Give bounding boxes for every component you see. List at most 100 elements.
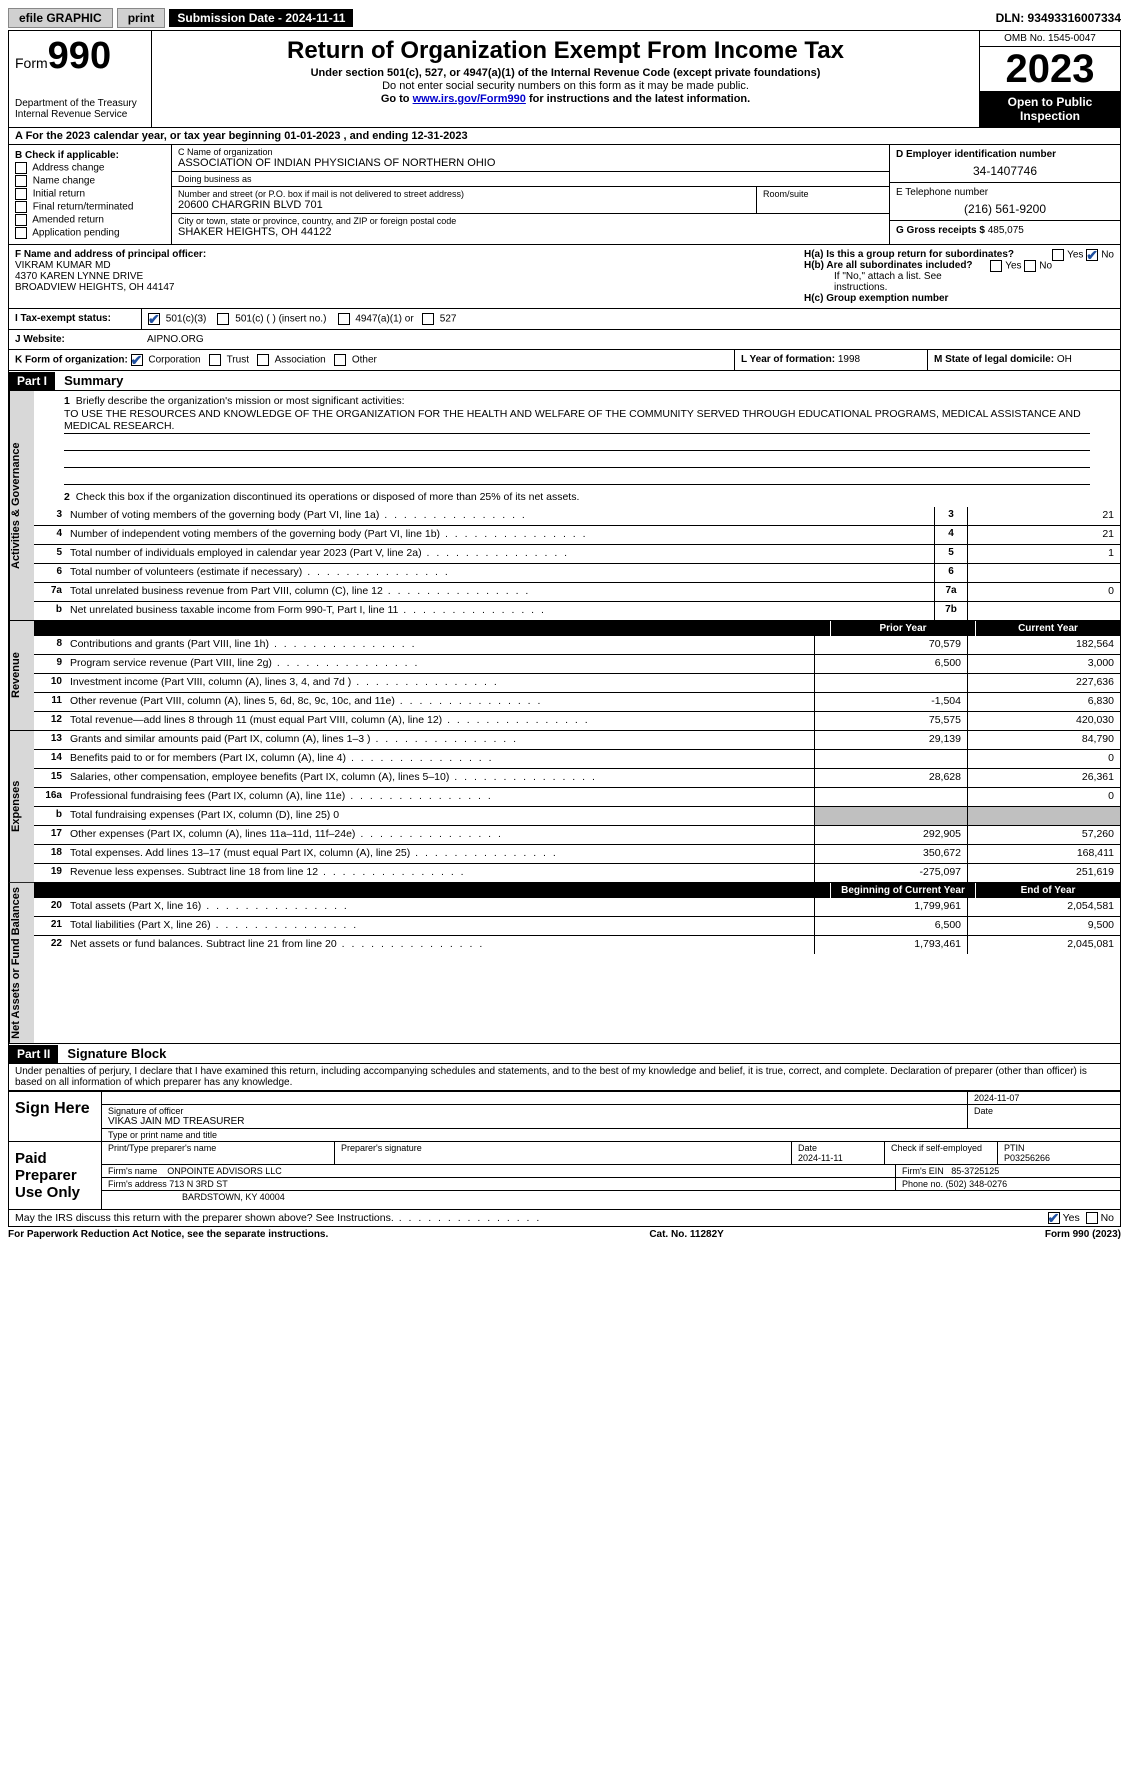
4947-checkbox[interactable]: [338, 313, 350, 325]
summary-line: 4Number of independent voting members of…: [34, 525, 1120, 544]
discuss-yes-checkbox[interactable]: [1048, 1212, 1060, 1224]
firm-name: ONPOINTE ADVISORS LLC: [167, 1166, 282, 1176]
ein: 34-1407746: [896, 160, 1114, 178]
hb-no-checkbox[interactable]: [1024, 260, 1036, 272]
declaration: Under penalties of perjury, I declare th…: [9, 1064, 1120, 1091]
summary-line: 13Grants and similar amounts paid (Part …: [34, 731, 1120, 749]
colb-checkbox[interactable]: [15, 201, 27, 213]
row-ij: I Tax-exempt status: 501(c)(3) 501(c) ( …: [9, 309, 1120, 330]
print-button[interactable]: print: [117, 8, 166, 28]
dept-treasury: Department of the Treasury: [15, 98, 145, 109]
summary-line: 9Program service revenue (Part VIII, lin…: [34, 654, 1120, 673]
summary-line: 21Total liabilities (Part X, line 26)6,5…: [34, 916, 1120, 935]
summary-line: 8Contributions and grants (Part VIII, li…: [34, 636, 1120, 654]
subtitle-2: Do not enter social security numbers on …: [158, 80, 973, 92]
summary-netassets: Net Assets or Fund Balances Beginning of…: [9, 883, 1120, 1044]
preparer-date: 2024-11-11: [798, 1153, 843, 1163]
col-de: D Employer identification number 34-1407…: [889, 145, 1120, 244]
firm-phone: (502) 348-0276: [946, 1179, 1008, 1189]
form-title: Return of Organization Exempt From Incom…: [158, 37, 973, 65]
open-inspection: Open to Public Inspection: [980, 91, 1120, 127]
summary-expenses: Expenses 13Grants and similar amounts pa…: [9, 731, 1120, 883]
501c3-checkbox[interactable]: [148, 313, 160, 325]
ha-no-checkbox[interactable]: [1086, 249, 1098, 261]
ha-yes-checkbox[interactable]: [1052, 249, 1064, 261]
row-a-period: A For the 2023 calendar year, or tax yea…: [9, 128, 1120, 145]
subtitle-3: Go to www.irs.gov/Form990 for instructio…: [158, 93, 973, 105]
summary-line: 14Benefits paid to or for members (Part …: [34, 749, 1120, 768]
summary-line: 5Total number of individuals employed in…: [34, 544, 1120, 563]
catalog-number: Cat. No. 11282Y: [649, 1229, 723, 1240]
summary-line: bNet unrelated business taxable income f…: [34, 601, 1120, 620]
tax-year: 2023: [980, 47, 1120, 91]
summary-revenue: Revenue Prior Year Current Year 8Contrib…: [9, 621, 1120, 731]
summary-line: 19Revenue less expenses. Subtract line 1…: [34, 863, 1120, 882]
summary-governance: Activities & Governance 1 Briefly descri…: [9, 391, 1120, 621]
org-name: ASSOCIATION OF INDIAN PHYSICIANS OF NORT…: [178, 157, 883, 169]
dln: DLN: 93493316007334: [996, 11, 1121, 25]
officer-addr1: 4370 KAREN LYNNE DRIVE: [15, 271, 792, 282]
corp-checkbox[interactable]: [131, 354, 143, 366]
col-b-checkboxes: B Check if applicable: Address change Na…: [9, 145, 172, 244]
summary-line: bTotal fundraising expenses (Part IX, co…: [34, 806, 1120, 825]
part1-header: Part I Summary: [9, 371, 1120, 391]
form-number: Form990: [15, 35, 145, 78]
summary-line: 22Net assets or fund balances. Subtract …: [34, 935, 1120, 954]
submission-date: Submission Date - 2024-11-11: [169, 9, 353, 27]
other-checkbox[interactable]: [334, 354, 346, 366]
officer-name: VIKRAM KUMAR MD: [15, 260, 792, 271]
form-header: Form990 Department of the Treasury Inter…: [9, 31, 1120, 128]
527-checkbox[interactable]: [422, 313, 434, 325]
row-fgh: F Name and address of principal officer:…: [9, 245, 1120, 309]
paid-preparer: Paid Preparer Use Only Print/Type prepar…: [9, 1141, 1120, 1209]
colb-checkbox[interactable]: [15, 227, 27, 239]
form-container: Form990 Department of the Treasury Inter…: [8, 30, 1121, 1227]
discuss-row: May the IRS discuss this return with the…: [9, 1209, 1120, 1226]
part2-header: Part II Signature Block: [9, 1044, 1120, 1064]
hb-yes-checkbox[interactable]: [990, 260, 1002, 272]
summary-line: 20Total assets (Part X, line 16)1,799,96…: [34, 898, 1120, 916]
discuss-no-checkbox[interactable]: [1086, 1212, 1098, 1224]
summary-line: 16aProfessional fundraising fees (Part I…: [34, 787, 1120, 806]
summary-line: 6Total number of volunteers (estimate if…: [34, 563, 1120, 582]
assoc-checkbox[interactable]: [257, 354, 269, 366]
subtitle-1: Under section 501(c), 527, or 4947(a)(1)…: [158, 67, 973, 79]
colb-checkbox[interactable]: [15, 188, 27, 200]
firm-addr2: BARDSTOWN, KY 40004: [102, 1191, 1120, 1203]
col-c-org: C Name of organization ASSOCIATION OF IN…: [172, 145, 889, 244]
tab-expenses: Expenses: [9, 731, 34, 882]
omb-number: OMB No. 1545-0047: [980, 31, 1120, 47]
ptin: P03256266: [1004, 1153, 1050, 1163]
tab-revenue: Revenue: [9, 621, 34, 730]
officer-addr2: BROADVIEW HEIGHTS, OH 44147: [15, 282, 792, 293]
tab-governance: Activities & Governance: [9, 391, 34, 620]
row-k: K Form of organization: Corporation Trus…: [9, 350, 1120, 371]
irs-link[interactable]: www.irs.gov/Form990: [413, 93, 526, 105]
row-j: J Website: AIPNO.ORG: [9, 330, 1120, 350]
gross-receipts: 485,075: [988, 225, 1024, 236]
sign-date: 2024-11-07: [968, 1092, 1120, 1104]
colb-checkbox[interactable]: [15, 214, 27, 226]
topbar: efile GRAPHIC print Submission Date - 20…: [8, 8, 1121, 28]
summary-line: 7aTotal unrelated business revenue from …: [34, 582, 1120, 601]
trust-checkbox[interactable]: [209, 354, 221, 366]
501c-checkbox[interactable]: [217, 313, 229, 325]
telephone: (216) 561-9200: [896, 198, 1114, 216]
firm-ein: 85-3725125: [951, 1166, 999, 1176]
summary-line: 11Other revenue (Part VIII, column (A), …: [34, 692, 1120, 711]
website: AIPNO.ORG: [141, 330, 1120, 349]
section-bcd: B Check if applicable: Address change Na…: [9, 145, 1120, 245]
mission-text: TO USE THE RESOURCES AND KNOWLEDGE OF TH…: [64, 407, 1090, 434]
irs-label: Internal Revenue Service: [15, 109, 145, 120]
officer-signature: VIKAS JAIN MD TREASURER: [108, 1116, 961, 1127]
summary-line: 12Total revenue—add lines 8 through 11 (…: [34, 711, 1120, 730]
sign-here: Sign Here 2024-11-07 Signature of office…: [9, 1091, 1120, 1141]
efile-button[interactable]: efile GRAPHIC: [8, 8, 113, 28]
summary-line: 15Salaries, other compensation, employee…: [34, 768, 1120, 787]
street-address: 20600 CHARGRIN BLVD 701: [178, 199, 750, 211]
summary-line: 10Investment income (Part VIII, column (…: [34, 673, 1120, 692]
colb-checkbox[interactable]: [15, 175, 27, 187]
colb-checkbox[interactable]: [15, 162, 27, 174]
year-formation: 1998: [838, 354, 860, 365]
firm-addr1: 713 N 3RD ST: [169, 1179, 228, 1189]
